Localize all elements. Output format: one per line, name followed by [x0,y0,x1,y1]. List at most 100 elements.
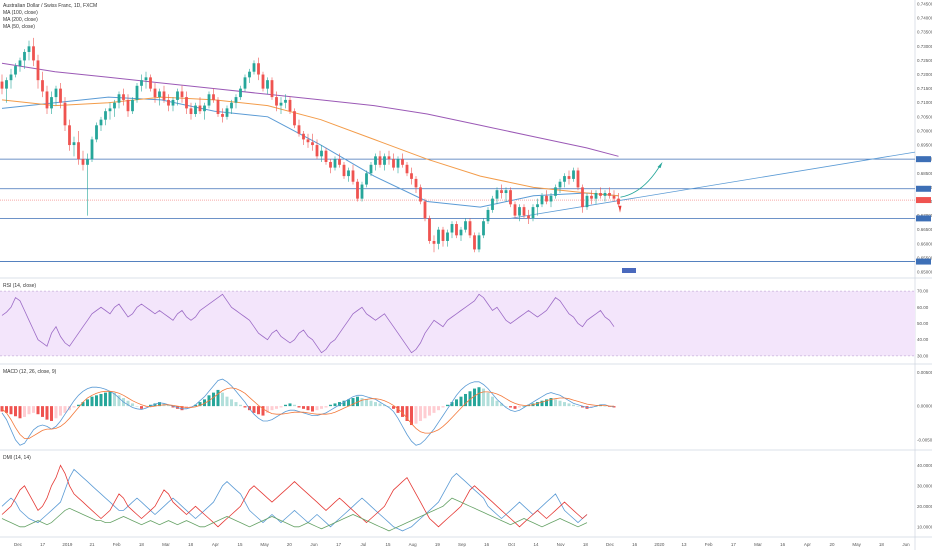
macd-histogram-bar [383,404,386,407]
ma-line [1,62,619,157]
macd-histogram-bar [158,402,161,407]
macd-histogram-bar [135,406,139,407]
candle-body [342,164,346,177]
macd-tick-label: -0.00500 [917,437,932,442]
legend-dmi: DMI (14, 14) [3,455,31,461]
time-axis-label: 17 [336,542,342,547]
candle-body [576,170,580,188]
candle-body [95,125,98,140]
macd-histogram-bar [356,396,359,407]
macd-histogram-bar [171,406,175,408]
candle-body [63,102,67,126]
macd-histogram-bar [63,406,67,413]
dmi-tick-label: 30.00000 [917,483,932,488]
candle-body [284,99,287,103]
candle-body [243,77,247,89]
candle-body [68,125,71,146]
candle-body [194,105,197,115]
macd-histogram-bar [378,403,382,407]
macd-histogram-bar [423,406,427,419]
candle-body [72,142,76,146]
macd-histogram-bar [369,400,373,407]
time-axis-label: Mar [162,542,170,547]
candle-body [189,108,193,115]
candle-body [585,195,589,208]
legend-ma200: MA (200, close) [3,17,38,23]
macd-histogram-bar [491,396,494,407]
candle-body [99,119,103,126]
time-axis-label: 16 [780,542,786,547]
candle-body [225,108,229,117]
time-axis-label: Jun [310,542,318,547]
candle-body [185,97,188,109]
time-axis-label: Feb [705,542,713,547]
candle-body [230,102,233,109]
macd-histogram-bar [405,406,409,421]
time-axis-label: Aug [409,542,418,547]
candle-body [86,159,89,165]
time-axis-label: Jul [360,542,366,547]
level-price-tag [916,185,931,192]
macd-histogram-bar [270,406,274,411]
candle-body [90,139,94,160]
macd-histogram-bar [275,406,278,409]
legend-title: Australian Dollar / Swiss Franc, 1D, FXC… [3,3,98,9]
macd-histogram-bar [149,404,152,407]
candle-body [482,221,485,236]
candle-body [338,159,341,165]
ma-line [1,96,619,208]
time-axis-label: Oct [508,542,516,547]
candle-body [234,97,238,103]
time-axis-label: 2020 [654,542,665,547]
time-axis-label: 18 [188,542,194,547]
candle-body [27,46,31,52]
candle-body [369,164,373,174]
macd-histogram-bar [18,406,22,419]
candle-body [315,145,319,157]
macd-histogram-bar [81,402,85,407]
time-axis-label: 15 [385,542,391,547]
time-axis-label: 17 [40,542,46,547]
candle-body [549,195,553,202]
candle-body [270,80,274,98]
candle-body [261,74,265,89]
candle-body [387,156,391,160]
candle-body [518,207,521,216]
candle-body [18,60,22,67]
candle-body [135,85,139,100]
macd-histogram-bar [347,399,350,407]
candle-body [464,221,467,230]
macd-histogram-bar [396,406,400,413]
price-tick-label: 0.66000 [917,241,932,246]
time-axis-label: 18 [583,542,589,547]
candle-body [306,139,310,143]
macd-histogram-bar [140,406,143,409]
candle-body [221,114,224,117]
dmi-line [1,468,588,532]
candle-body [401,159,404,165]
macd-histogram-bar [558,400,562,407]
dmi-line [1,497,588,532]
time-axis-label: 2019 [62,542,73,547]
candle-body [320,150,323,157]
candle-body [288,99,292,112]
candle-body [423,201,427,219]
candle-body [113,102,116,109]
candle-body [441,229,445,241]
macd-histogram-bar [441,406,445,408]
macd-histogram-bar [576,406,580,407]
candle-body [108,108,112,112]
macd-histogram-bar [315,406,319,411]
macd-histogram-bar [455,399,458,407]
price-tick-label: 0.73500 [917,30,932,35]
macd-histogram-bar [234,402,238,407]
price-tick-label: 0.70500 [917,114,932,119]
time-axis-label: Nov [557,542,566,547]
candle-body [608,193,611,196]
candle-body [545,195,548,202]
time-axis-label: 14 [533,542,539,547]
candle-body [459,229,463,236]
candle-body [77,142,80,160]
